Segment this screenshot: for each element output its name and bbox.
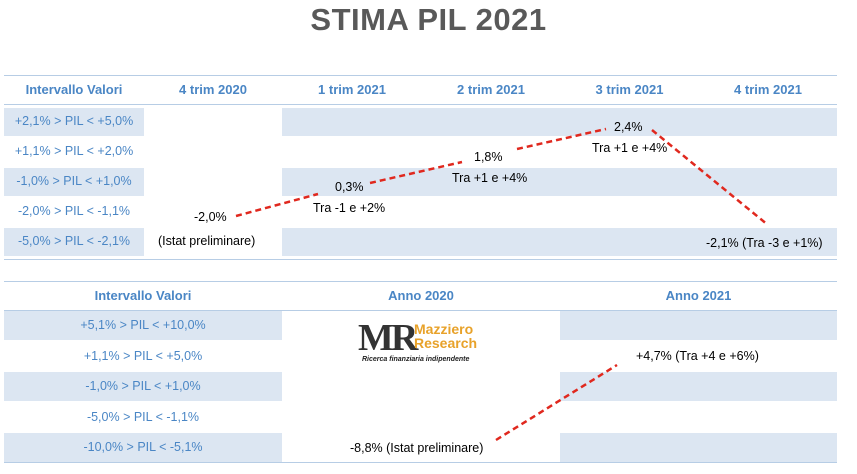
annual-row-label: -1,0% > PIL < +1,0% bbox=[85, 379, 201, 393]
point-label-anno-2020: -8,8% (Istat preliminare) bbox=[350, 441, 484, 455]
annual-header bbox=[4, 281, 837, 311]
quarterly-row-band bbox=[282, 108, 837, 136]
point-note-q1-2021: Tra -1 e +2% bbox=[313, 201, 386, 215]
annual-row-band bbox=[4, 372, 282, 401]
annual-col-header: Intervallo Valori bbox=[94, 288, 192, 303]
annual-row-label: +1,1% > PIL < +5,0% bbox=[83, 348, 203, 363]
annual-col-header: Anno 2021 bbox=[665, 288, 732, 303]
trend-line-2020-to-2021 bbox=[495, 363, 618, 442]
quarterly-row-label: +1,1% > PIL < +2,0% bbox=[14, 144, 134, 158]
trend-line-q1-to-q2-2021 bbox=[369, 160, 463, 185]
point-note-q2-2021: Tra +1 e +4% bbox=[452, 171, 528, 185]
annual-row-label: +5,1% > PIL < +10,0% bbox=[80, 318, 206, 332]
mazziero-research-logo: MR Mazziero Research Ricerca finanziaria… bbox=[358, 318, 488, 366]
trend-line-q2-to-q3-2021 bbox=[516, 127, 607, 151]
point-note-q3-2021: Tra +1 e +4% bbox=[592, 141, 668, 155]
quarterly-row-label: -5,0% > PIL < -2,1% bbox=[17, 234, 131, 248]
logo-mark: MR bbox=[358, 317, 418, 359]
quarterly-row-label: -2,0% > PIL < -1,1% bbox=[17, 204, 131, 218]
quarterly-row-band bbox=[4, 168, 144, 196]
point-label-q2-2021: 1,8% bbox=[474, 150, 503, 164]
quarterly-col-header: 4 trim 2020 bbox=[179, 82, 247, 97]
quarterly-row-band bbox=[4, 108, 144, 136]
point-label-q4-2021: -2,1% (Tra -3 e +1%) bbox=[706, 236, 823, 250]
annual-row-band bbox=[560, 433, 837, 462]
logo-name-line1: Mazziero bbox=[414, 321, 474, 337]
annual-row-label: -5,0% > PIL < -1,1% bbox=[86, 409, 200, 424]
annual-row-band bbox=[4, 433, 282, 462]
quarterly-row-label: -1,0% > PIL < +1,0% bbox=[16, 174, 132, 188]
annual-row-band bbox=[4, 311, 282, 340]
quarterly-header bbox=[4, 75, 837, 105]
quarterly-row-label: +2,1% > PIL < +5,0% bbox=[14, 114, 134, 128]
logo-tagline: Ricerca finanziaria indipendente bbox=[362, 356, 470, 363]
quarterly-row-band bbox=[282, 228, 837, 256]
quarterly-col-header: 4 trim 2021 bbox=[734, 82, 802, 97]
point-note-q4-2020: (Istat preliminare) bbox=[158, 234, 256, 248]
point-label-anno-2021: +4,7% (Tra +4 e +6%) bbox=[636, 349, 759, 363]
point-label-q1-2021: 0,3% bbox=[335, 180, 364, 194]
point-label-q3-2021: 2,4% bbox=[614, 120, 643, 134]
logo-name-line2: Research bbox=[414, 335, 478, 351]
quarterly-table: Intervallo Valori 4 trim 2020 1 trim 2021 2… bbox=[4, 75, 837, 261]
quarterly-col-header: Intervallo Valori bbox=[25, 82, 123, 97]
logo-name: Mazziero Research bbox=[414, 322, 477, 350]
annual-table-bottom-border bbox=[4, 462, 837, 463]
trend-line-q4-2020-to-q1-2021 bbox=[235, 192, 319, 218]
trend-line-q3-to-q4-2021 bbox=[651, 129, 769, 226]
annual-row-band bbox=[560, 311, 837, 340]
quarterly-table-bottom-border bbox=[4, 259, 837, 260]
annual-row-band bbox=[560, 372, 837, 401]
quarterly-col-header: 3 trim 2021 bbox=[595, 82, 664, 97]
annual-row-label: -10,0% > PIL < -5,1% bbox=[83, 440, 203, 454]
annual-col-header: Anno 2020 bbox=[388, 288, 454, 303]
quarterly-col-header: 1 trim 2021 bbox=[318, 82, 386, 97]
point-label-q4-2020: -2,0% bbox=[194, 210, 227, 224]
annual-table: Intervallo Valori Anno 2020 Anno 2021 +5,1… bbox=[4, 281, 837, 463]
quarterly-row-band bbox=[4, 228, 144, 256]
page-title: STIMA PIL 2021 bbox=[310, 2, 547, 37]
quarterly-col-header: 2 trim 2021 bbox=[457, 82, 525, 97]
